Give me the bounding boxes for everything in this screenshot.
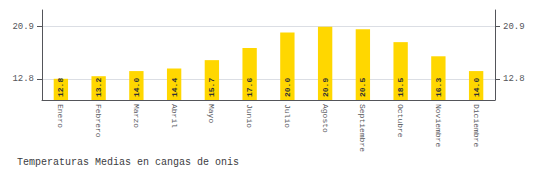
svg-text:15.7: 15.7 — [207, 78, 216, 97]
svg-text:Noviembre: Noviembre — [434, 104, 443, 147]
svg-text:Enero: Enero — [56, 104, 65, 128]
svg-text:20.9: 20.9 — [503, 22, 525, 32]
svg-text:13.2: 13.2 — [94, 78, 103, 97]
svg-text:Temperaturas Medias en cangas: Temperaturas Medias en cangas de onis — [17, 157, 239, 168]
svg-text:16.3: 16.3 — [434, 78, 443, 97]
svg-text:Octubre: Octubre — [396, 104, 405, 138]
svg-text:20.9: 20.9 — [321, 78, 330, 97]
svg-text:12.8: 12.8 — [56, 78, 65, 97]
svg-text:Agosto: Agosto — [321, 104, 330, 133]
svg-text:12.8: 12.8 — [12, 74, 34, 84]
svg-text:Septiembre: Septiembre — [358, 104, 367, 152]
svg-text:14.0: 14.0 — [472, 78, 481, 97]
svg-text:17.6: 17.6 — [245, 78, 254, 97]
svg-text:Marzo: Marzo — [132, 104, 141, 128]
svg-text:Febrero: Febrero — [94, 104, 103, 138]
svg-text:Julio: Julio — [283, 104, 292, 128]
svg-text:18.5: 18.5 — [396, 78, 405, 97]
svg-text:12.8: 12.8 — [503, 74, 525, 84]
svg-text:Junio: Junio — [245, 104, 254, 128]
svg-text:20.5: 20.5 — [358, 78, 367, 97]
svg-text:Mayo: Mayo — [207, 104, 216, 123]
svg-text:20.9: 20.9 — [12, 22, 34, 32]
svg-text:Diciembre: Diciembre — [472, 104, 481, 147]
svg-text:14.0: 14.0 — [132, 78, 141, 97]
svg-text:20.0: 20.0 — [283, 78, 292, 97]
svg-text:14.4: 14.4 — [170, 78, 179, 97]
svg-text:Abril: Abril — [170, 104, 179, 128]
